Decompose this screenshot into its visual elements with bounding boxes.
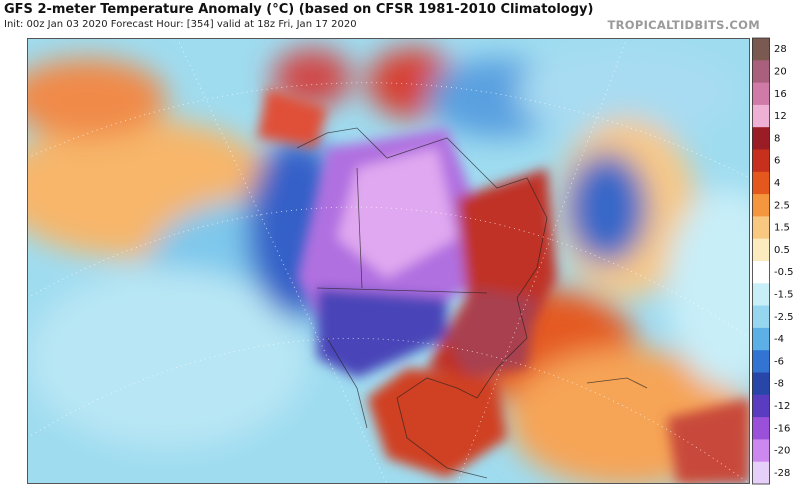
colorbar-swatch: [752, 461, 770, 485]
colorbar-label: -6: [774, 356, 784, 367]
colorbar-label: 16: [774, 89, 787, 100]
colorbar-swatch: [752, 283, 770, 307]
colorbar-swatch: [752, 372, 770, 396]
colorbar-label: 2.5: [774, 200, 790, 211]
colorbar-label: 28: [774, 44, 787, 55]
colorbar: 28 20 16 12 8 6 4 2.5 1.5 0.5 -0.5 -1.5 -2.5 -4 -6 -8 -1…: [752, 37, 794, 485]
map-field: [27, 38, 750, 484]
colorbar-label: -0.5: [774, 267, 794, 278]
colorbar-label: -28: [774, 468, 790, 479]
colorbar-label: -4: [774, 334, 784, 345]
colorbar-swatch: [752, 305, 770, 329]
colorbar-swatch: [752, 38, 770, 61]
colorbar-swatch: [752, 60, 770, 84]
credit: TROPICALTIDBITS.COM: [607, 18, 760, 32]
map-title: GFS 2-meter Temperature Anomaly (°C) (ba…: [4, 2, 594, 17]
colorbar-label: -12: [774, 401, 790, 412]
map-frame: [27, 38, 750, 484]
colorbar-swatch: [752, 171, 770, 195]
colorbar-label: 12: [774, 111, 787, 122]
colorbar-swatch: [752, 82, 770, 106]
colorbar-swatch: [752, 104, 770, 128]
colorbar-label: -16: [774, 423, 790, 434]
colorbar-swatch: [752, 194, 770, 217]
colorbar-label: -8: [774, 379, 784, 390]
colorbar-swatch: [752, 417, 770, 440]
colorbar-swatch: [752, 261, 770, 284]
colorbar-swatch: [752, 439, 770, 463]
colorbar-label: 4: [774, 178, 780, 189]
colorbar-swatch: [752, 350, 770, 373]
colorbar-swatch: [752, 216, 770, 240]
colorbar-swatch: [752, 149, 770, 173]
colorbar-swatch: [752, 327, 770, 351]
colorbar-label: 0.5: [774, 245, 790, 256]
colorbar-label: 8: [774, 133, 780, 144]
colorbar-label: 20: [774, 66, 787, 77]
colorbar-label: 1.5: [774, 223, 790, 234]
colorbar-label: 6: [774, 156, 780, 167]
colorbar-frame: [752, 37, 770, 485]
map-subtitle: Init: 00z Jan 03 2020 Forecast Hour: [35…: [4, 19, 357, 30]
colorbar-swatch: [752, 394, 770, 418]
colorbar-label: -1.5: [774, 289, 794, 300]
colorbar-swatch: [752, 238, 770, 262]
colorbar-swatch: [752, 127, 770, 150]
colorbar-label: -2.5: [774, 312, 794, 323]
colorbar-label: -20: [774, 446, 790, 457]
anomaly-map: [27, 38, 750, 484]
